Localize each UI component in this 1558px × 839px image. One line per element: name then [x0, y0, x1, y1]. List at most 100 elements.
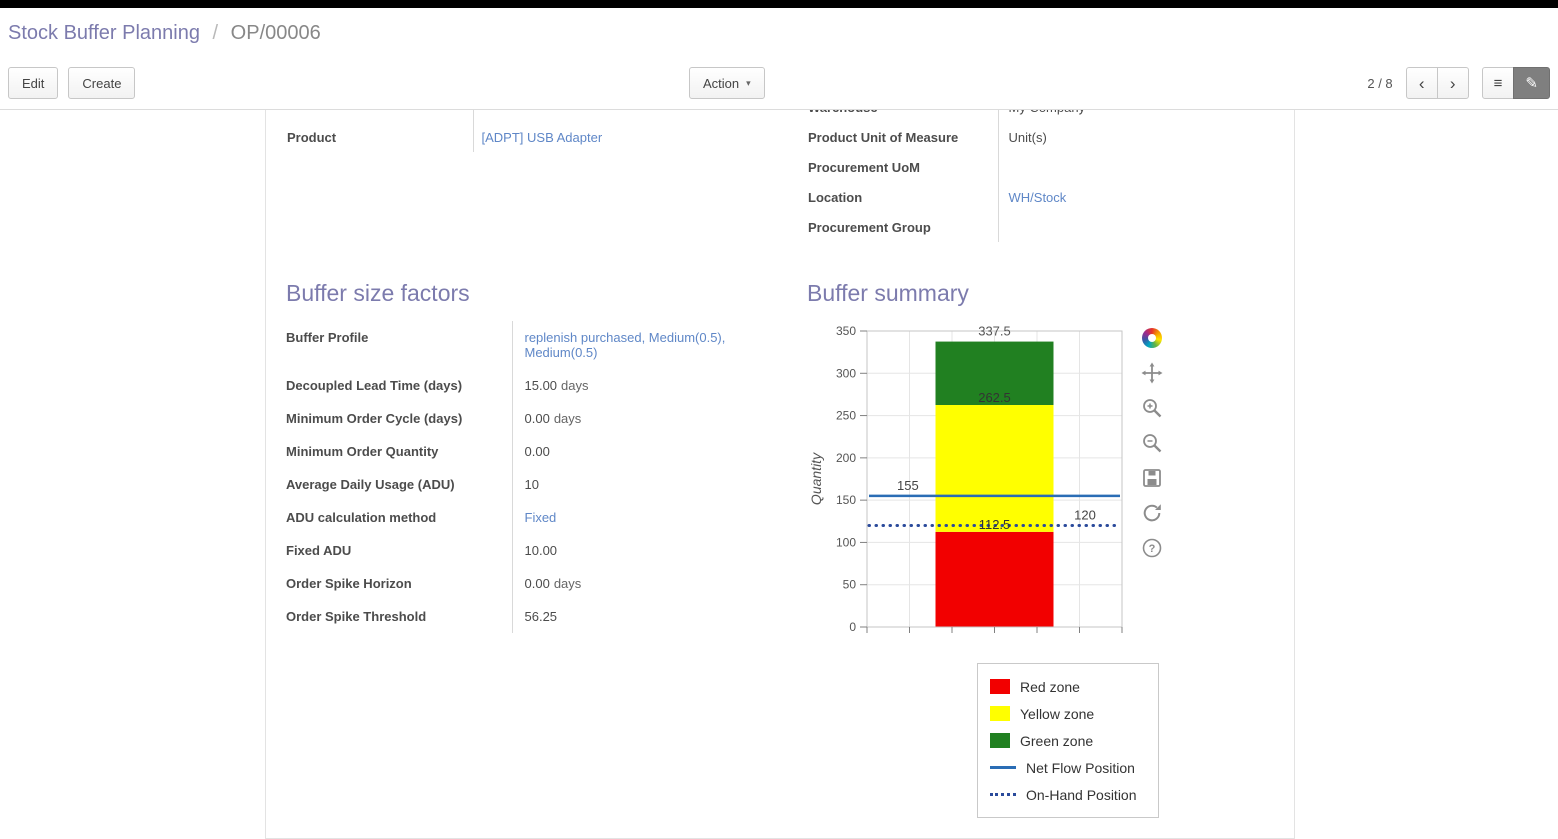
caret-down-icon: ▾ — [746, 77, 751, 88]
action-dropdown-button[interactable]: Action ▾ — [689, 67, 765, 99]
field-value-text: 10 — [524, 477, 539, 492]
field-value-text: My Company — [1009, 110, 1086, 115]
legend-swatch-red-zone — [990, 679, 1010, 694]
chart-save-icon[interactable] — [1141, 467, 1163, 489]
field-link[interactable]: replenish purchased, Medium(0.5), Medium… — [524, 330, 726, 360]
field-label: Order Spike Horizon — [286, 567, 513, 600]
field-value: 56.25 — [512, 600, 791, 633]
field-label: Warehouse — [807, 110, 999, 122]
pager-previous-button[interactable]: ‹ — [1405, 67, 1438, 99]
legend-swatch-yellow-zone — [990, 706, 1010, 721]
chart-palette-wheel — [1142, 328, 1162, 348]
list-view-button[interactable]: ≡ — [1481, 67, 1515, 99]
chart-zoom-out-icon[interactable] — [1141, 432, 1163, 454]
chart-legend: Red zone Yellow zone Green zone Net Flow Po… — [977, 663, 1159, 818]
field-row: Decoupled Lead Time (days) 15.00 days — [286, 369, 791, 402]
field-row: Fixed ADU 10.00 — [286, 534, 791, 567]
buffer-chart-svg: 0 50 100 150 200 250 300 350 112.5 262.5 337.5 155 1… — [808, 324, 1123, 634]
field-link[interactable]: Fixed — [524, 510, 557, 525]
pager-next-button[interactable]: › — [1436, 67, 1469, 99]
chart-refresh-icon[interactable] — [1141, 502, 1163, 524]
field-link[interactable]: [ADPT] USB Adapter — [481, 129, 603, 145]
legend-label: Yellow zone — [1020, 705, 1095, 722]
field-value: 10.00 — [512, 534, 791, 567]
chevron-right-icon: › — [1449, 73, 1456, 93]
field-row: Procurement UoM — [807, 152, 1274, 182]
top-nav-bar — [0, 0, 1558, 8]
form-view-button[interactable]: ✎ — [1513, 67, 1550, 99]
field-suffix: days — [553, 411, 582, 426]
field-value — [473, 110, 791, 122]
field-row: Product [ADPT] USB Adapter — [286, 122, 791, 152]
breadcrumb-separator: / — [212, 22, 219, 44]
svg-text:337.5: 337.5 — [978, 324, 1011, 339]
field-label: ADU calculation method — [286, 501, 513, 534]
field-group-right: Warehouse My Company Product Unit of Measu… — [807, 110, 1274, 242]
field-label: Procurement Group — [807, 212, 999, 242]
action-dropdown: Action ▾ — [689, 67, 765, 99]
field-row: Procurement Group — [807, 212, 1274, 242]
field-row — [286, 110, 791, 122]
field-label: Product Unit of Measure — [807, 122, 999, 152]
form-icon: ✎ — [1525, 74, 1538, 92]
chevron-left-icon: ‹ — [1418, 73, 1425, 93]
legend-label: Net Flow Position — [1026, 759, 1135, 776]
field-row: Product Unit of Measure Unit(s) — [807, 122, 1274, 152]
action-label: Action — [703, 75, 740, 91]
control-bar: Edit Create Action ▾ 2 / 8 ‹ › ≡ ✎ — [0, 57, 1558, 110]
field-value: replenish purchased, Medium(0.5), Medium… — [512, 321, 791, 369]
field-value: Unit(s) — [998, 122, 1274, 152]
field-value-text: 10.00 — [524, 543, 558, 558]
field-label: Buffer Profile — [286, 321, 513, 369]
field-label: Minimum Order Cycle (days) — [286, 402, 513, 435]
form-sheet: Product [ADPT] USB Adapter Warehouse My Co… — [265, 110, 1295, 839]
svg-text:155: 155 — [897, 478, 919, 493]
buffer-summary-title: Buffer summary — [807, 280, 969, 306]
breadcrumb-parent-link[interactable]: Stock Buffer Planning — [8, 22, 200, 44]
svg-text:50: 50 — [843, 578, 857, 592]
list-icon: ≡ — [1493, 74, 1503, 92]
pager: ‹ › — [1405, 67, 1469, 99]
field-groups: Product [ADPT] USB Adapter Warehouse My Co… — [286, 110, 1274, 242]
chart-pan-icon[interactable] — [1141, 362, 1163, 384]
field-value: 0.00 days — [512, 567, 791, 600]
chart-zoom-in-icon[interactable] — [1141, 397, 1163, 419]
svg-text:0: 0 — [849, 620, 856, 634]
edit-button[interactable]: Edit — [8, 67, 59, 99]
create-button[interactable]: Create — [68, 67, 136, 99]
green-zone-bar — [935, 341, 1054, 405]
field-group-left: Product [ADPT] USB Adapter — [286, 110, 791, 242]
field-row: Warehouse My Company — [807, 110, 1274, 122]
legend-swatch-green-zone — [990, 733, 1010, 748]
legend-item: Net Flow Position — [986, 754, 1150, 781]
chart-toolbar: ? — [1141, 327, 1163, 559]
svg-text:300: 300 — [836, 366, 856, 380]
field-value-text: 0.00 — [524, 411, 550, 426]
field-value-text: 0.00 — [524, 576, 550, 591]
field-value: WH/Stock — [998, 182, 1274, 212]
field-label: Decoupled Lead Time (days) — [286, 369, 513, 402]
form-sections: Buffer size factors Buffer Profile replen… — [286, 280, 1274, 818]
legend-swatch-on-hand-position — [990, 793, 1016, 796]
field-label: Order Spike Threshold — [286, 600, 513, 633]
buffer-size-factors-section: Buffer size factors Buffer Profile replen… — [286, 280, 791, 818]
field-value: My Company — [998, 110, 1274, 122]
field-label: Fixed ADU — [286, 534, 513, 567]
field-value: 15.00 days — [512, 369, 791, 402]
chart-palette-icon[interactable] — [1141, 327, 1163, 349]
legend-item: Green zone — [986, 727, 1150, 754]
chart-help-icon[interactable]: ? — [1141, 537, 1163, 559]
svg-text:?: ? — [1149, 543, 1156, 555]
field-suffix: days — [561, 378, 589, 393]
field-suffix: days — [553, 576, 582, 591]
buffer-summary-section: Buffer summary 0 50 100 150 200 250 300 350 112.… — [807, 280, 1274, 818]
field-row: Buffer Profile replenish purchased, Mediu… — [286, 321, 791, 369]
field-value: Fixed — [512, 501, 791, 534]
legend-label: Red zone — [1020, 678, 1080, 695]
buffer-summary-chart: 0 50 100 150 200 250 300 350 112.5 262.5 337.5 155 1… — [807, 321, 1274, 641]
field-value-text: Unit(s) — [1008, 129, 1047, 145]
field-label — [286, 110, 474, 122]
svg-text:200: 200 — [836, 451, 856, 465]
buffer-size-factors-title: Buffer size factors — [286, 280, 470, 306]
field-link[interactable]: WH/Stock — [1008, 189, 1067, 205]
